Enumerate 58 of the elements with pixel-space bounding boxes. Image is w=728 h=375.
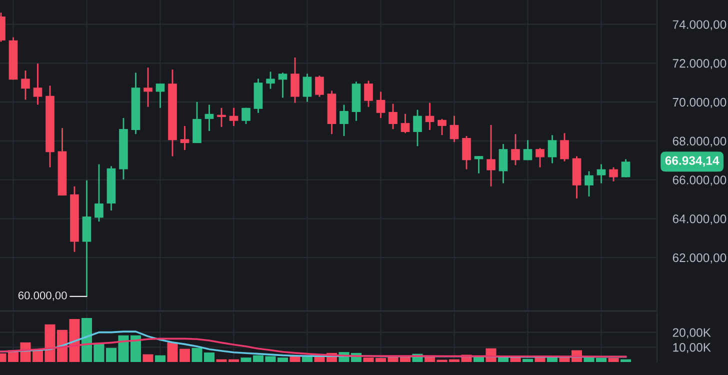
candlestick: [302, 72, 312, 103]
bar: [522, 358, 534, 362]
bar: [534, 358, 546, 362]
candlestick: [511, 133, 520, 166]
y-tick-label: 70.000,00: [672, 98, 726, 108]
candlestick: [364, 80, 373, 108]
candlestick: [242, 107, 250, 125]
candlestick: [340, 104, 348, 137]
candlestick: [536, 147, 544, 168]
bar: [620, 359, 632, 362]
candlestick: [156, 82, 165, 109]
y-tick-label: 72.000,00: [672, 59, 726, 70]
annotation: 60.000,00: [18, 292, 67, 301]
y-tick-label: 74.000,00: [672, 20, 726, 30]
candlestick: [388, 103, 398, 130]
candlestick: [266, 71, 275, 90]
candlestick: [315, 74, 324, 98]
candlestick: [217, 107, 226, 128]
text: 66.934,14: [665, 156, 720, 167]
candlestick: [376, 91, 386, 119]
candlestick: [486, 124, 496, 188]
y-tick-label: 68.000,00: [672, 136, 726, 147]
candlestick: [584, 170, 594, 198]
candlestick: [400, 113, 410, 134]
bar: [546, 358, 558, 362]
candlestick: [548, 134, 557, 164]
bar: [154, 355, 166, 362]
candlestick: [413, 109, 422, 147]
y-tick-label: 66.000,00: [672, 176, 726, 186]
candlestick: [596, 164, 606, 184]
candlestick: [621, 158, 630, 178]
candlestick: [560, 132, 569, 162]
bar: [608, 358, 619, 362]
y-tick-label: 62.000,00: [672, 253, 726, 264]
bar: [142, 354, 154, 362]
candlestick: [498, 143, 508, 184]
bar: [510, 356, 521, 362]
candlestick: [94, 164, 104, 222]
candlestick: [21, 70, 30, 100]
candlestick: [462, 135, 471, 170]
candlestick: [523, 139, 532, 161]
candlestick: [33, 62, 42, 106]
candlestick: [278, 72, 288, 98]
line-series: [0, 338, 627, 358]
y-tick-label: 10,00K: [673, 343, 711, 354]
y-tick-label: 20,00K: [672, 328, 711, 338]
candlestick: [204, 104, 214, 132]
candlestick: [425, 102, 434, 131]
candlestick: [229, 107, 238, 127]
candlestick: [438, 118, 446, 136]
candlestick: [144, 66, 152, 108]
bar: [302, 356, 313, 362]
candlestick: [609, 166, 618, 182]
y-tick-label: 64.000,00: [672, 214, 726, 225]
candlestick: [290, 56, 300, 104]
candlestick: [474, 155, 484, 174]
candlestick: [450, 115, 459, 143]
candlestick: [180, 125, 190, 151]
